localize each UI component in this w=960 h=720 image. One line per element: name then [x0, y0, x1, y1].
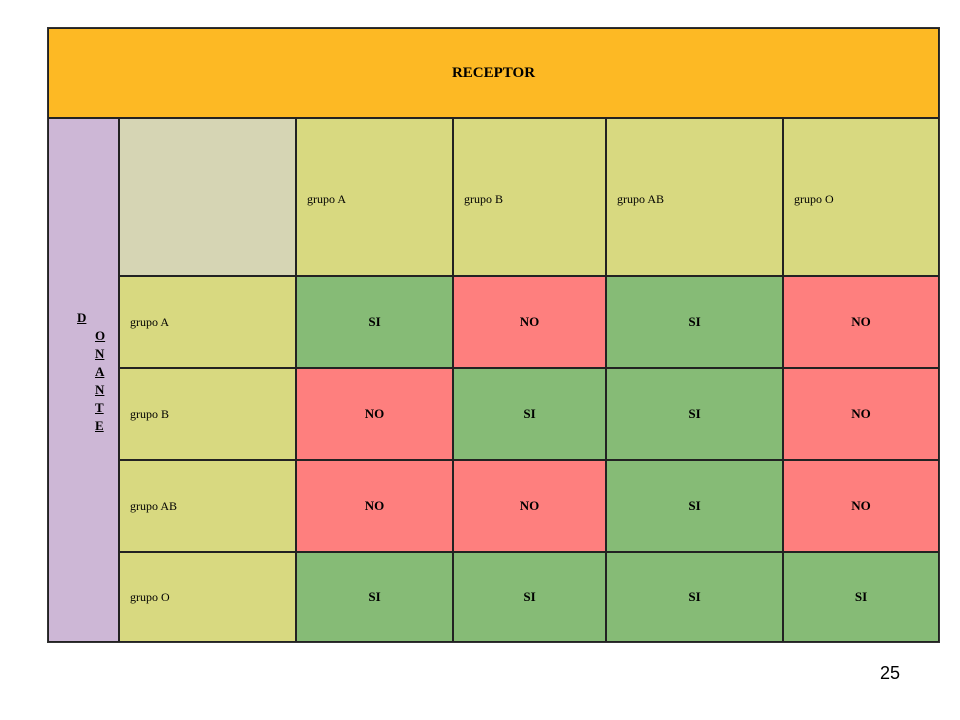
compatibility-cell: NO [783, 276, 939, 368]
donante-letter: A [95, 364, 105, 379]
compatibility-cell: SI [606, 460, 783, 552]
row-header: grupo B [119, 368, 296, 460]
donante-letter: D [77, 310, 87, 325]
compatibility-cell: NO [783, 368, 939, 460]
row-header-label: grupo A [130, 314, 169, 329]
donante-letter: N [95, 382, 105, 397]
donante-letter: O [95, 328, 106, 343]
compatibility-value: NO [519, 314, 540, 329]
compatibility-value: SI [688, 406, 701, 421]
compatibility-cell: NO [453, 276, 606, 368]
donante-letter: N [95, 346, 105, 361]
row-header: grupo O [119, 552, 296, 642]
compatibility-value: SI [368, 314, 381, 329]
donante-letter: T [95, 400, 104, 415]
compatibility-value: SI [368, 589, 381, 604]
donante-letter: E [95, 418, 104, 433]
donante-column: D O N A N T E [48, 118, 119, 642]
compatibility-cell: NO [453, 460, 606, 552]
compatibility-table: RECEPTOR D O N A N T E grupo A grupo B gru… [47, 27, 940, 643]
compatibility-cell: NO [296, 368, 453, 460]
compatibility-value: NO [364, 406, 385, 421]
page-number: 25 [880, 663, 901, 683]
row-header: grupo AB [119, 460, 296, 552]
compatibility-value: NO [851, 406, 871, 421]
compatibility-cell: SI [783, 552, 939, 642]
compatibility-value: NO [851, 314, 871, 329]
row-header-label: grupo O [130, 589, 170, 604]
compatibility-value: SI [688, 498, 701, 513]
compatibility-value: SI [523, 589, 536, 604]
donante-label: D O N A N T E [77, 309, 105, 435]
compatibility-value: NO [364, 498, 385, 513]
column-header: grupo O [783, 118, 939, 276]
compatibility-cell: SI [606, 368, 783, 460]
column-header-label: grupo A [307, 191, 346, 206]
compatibility-value: SI [854, 589, 868, 604]
compatibility-cell: NO [296, 460, 453, 552]
receptor-header: RECEPTOR [48, 28, 939, 118]
receptor-label: RECEPTOR [451, 64, 536, 81]
column-header: grupo A [296, 118, 453, 276]
column-header-label: grupo B [464, 191, 503, 206]
row-header-label: grupo AB [130, 498, 178, 513]
compatibility-value: NO [519, 498, 540, 513]
compatibility-cell: SI [296, 276, 453, 368]
compatibility-value: SI [523, 406, 536, 421]
compatibility-cell: NO [783, 460, 939, 552]
column-header: grupo B [453, 118, 606, 276]
compatibility-value: SI [688, 589, 701, 604]
column-header-label: grupo O [794, 191, 834, 206]
compatibility-cell: SI [453, 552, 606, 642]
compatibility-cell: SI [606, 276, 783, 368]
compatibility-cell: SI [606, 552, 783, 642]
compatibility-cell: SI [296, 552, 453, 642]
compatibility-value: NO [851, 498, 871, 513]
compatibility-cell: SI [453, 368, 606, 460]
column-header-label: grupo AB [617, 191, 665, 206]
corner-cell [119, 118, 296, 276]
row-header: grupo A [119, 276, 296, 368]
compatibility-value: SI [688, 314, 701, 329]
row-header-label: grupo B [130, 406, 169, 421]
column-header: grupo AB [606, 118, 783, 276]
